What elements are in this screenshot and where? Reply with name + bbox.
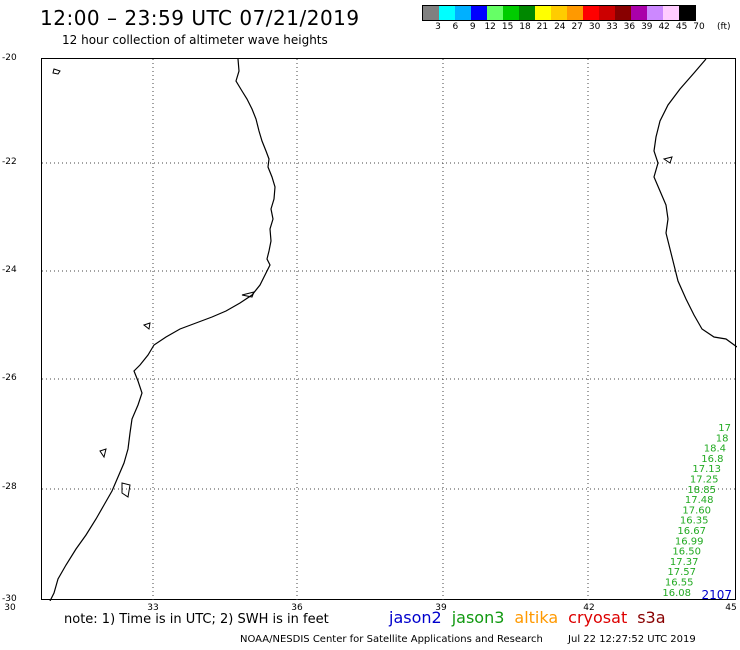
lat-label: -28 (2, 482, 17, 492)
wave-height-value: 17.25 (690, 475, 719, 486)
wave-height-value: 18.4 (704, 444, 726, 455)
lon-label: 36 (291, 603, 303, 613)
lon-label: 33 (147, 603, 159, 613)
generated-timestamp: Jul 22 12:27:52 UTC 2019 (568, 634, 696, 645)
colorbar-tick-label: 36 (623, 22, 636, 32)
colorbar-tick-label: 3 (435, 22, 441, 32)
colorbar-tick-label: 15 (501, 22, 514, 32)
colorbar-swatch (631, 6, 647, 20)
lon-label: 39 (435, 603, 447, 613)
colorbar-tick-label: 27 (571, 22, 583, 32)
colorbar-unit: (ft) (717, 22, 731, 32)
map-canvas: 171818.416.817.1317.2518.8517.4817.6016.… (42, 59, 737, 601)
colorbar-swatch (487, 6, 503, 20)
coastline-detail (662, 156, 673, 164)
lat-label: -22 (2, 157, 17, 167)
colorbar-swatch (551, 6, 567, 20)
wave-height-value: 16.50 (672, 547, 701, 558)
credit-line: NOAA/NESDIS Center for Satellite Applica… (240, 634, 718, 645)
island-small (99, 448, 107, 459)
wave-height-value: 18 (716, 433, 729, 444)
island-small (241, 291, 255, 298)
wave-height-value: 17.13 (692, 464, 721, 475)
pass-time-label: 2107 (701, 588, 732, 601)
coastline-madagascar (653, 59, 737, 348)
colorbar-swatch (503, 6, 519, 20)
map-frame: 17 18 18.4 16.8 17.13 17.25 18.85 17.48 17.60 16.… (41, 58, 737, 601)
wave-height-value: 17 (718, 423, 731, 434)
colorbar-swatch (439, 6, 455, 20)
wave-height-value: 16.55 (665, 578, 694, 589)
satellite-cryosat: cryosat (568, 608, 628, 627)
satellite-jason2: jason2 (389, 608, 442, 627)
colorbar-tick-label: 6 (452, 22, 459, 32)
lat-label: -26 (2, 373, 17, 383)
colorbar-swatch (647, 6, 663, 20)
wave-height-value: 16.8 (701, 454, 723, 465)
colorbar-swatch (663, 6, 679, 20)
colorbar-tick-label: 45 (675, 22, 688, 32)
colorbar-tick-label: 33 (606, 22, 618, 32)
colorbar-swatch (535, 6, 551, 20)
colorbar-tick-label: 30 (588, 22, 601, 32)
island-small (142, 322, 151, 330)
island-small (121, 482, 131, 498)
colorbar-swatch (519, 6, 535, 20)
colorbar-tick-label: 21 (536, 22, 549, 32)
footnote: note: 1) Time is in UTC; 2) SWH is in fe… (64, 612, 329, 627)
credit-text: NOAA/NESDIS Center for Satellite Applica… (240, 634, 543, 645)
colorbar-tick-label: 42 (658, 22, 670, 32)
colorbar-swatch (615, 6, 631, 20)
colorbar-tick-label: 9 (469, 22, 476, 32)
colorbar-swatch (423, 6, 439, 20)
wave-height-value: 16.35 (680, 516, 709, 527)
graticule (42, 59, 737, 601)
wave-height-value: 17.37 (670, 557, 699, 568)
map-title: 12:00 – 23:59 UTC 07/21/2019 (40, 6, 360, 30)
colorbar-legend (422, 5, 696, 21)
wave-height-labels: 171818.416.817.1317.2518.8517.4817.6016.… (662, 423, 732, 601)
wave-height-value: 16.99 (675, 536, 704, 547)
wave-height-value: 16.67 (677, 526, 706, 537)
colorbar-swatch (567, 6, 583, 20)
colorbar-tick-label: 18 (519, 22, 531, 32)
map-subtitle: 12 hour collection of altimeter wave hei… (62, 33, 328, 47)
colorbar-swatch (455, 6, 471, 20)
lat-label: -20 (2, 53, 17, 63)
satellite-jason3: jason3 (451, 608, 505, 627)
lon-label: 45 (725, 603, 737, 613)
wave-height-value: 18.85 (687, 485, 716, 496)
colorbar-swatch (679, 6, 695, 20)
colorbar-swatch (599, 6, 615, 20)
colorbar-labels: 3 6 9 12 15 18 21 24 27 30 33 36 39 42 45 70 (422, 22, 740, 34)
lon-label: 30 (4, 603, 16, 613)
lat-label: -30 (2, 594, 17, 604)
island-small (52, 68, 61, 75)
colorbar-tick-label: 24 (554, 22, 566, 32)
lat-label: -24 (2, 265, 17, 275)
colorbar-swatch (471, 6, 487, 20)
wave-height-value: 17.57 (667, 567, 696, 578)
wave-height-value: 17.48 (685, 495, 714, 506)
coastline-africa (49, 59, 276, 601)
colorbar-tick-label: 70 (693, 22, 705, 32)
satellite-legend: jason2 jason3 altika cryosat s3a (389, 608, 676, 627)
satellite-s3a: s3a (637, 608, 666, 627)
lon-label: 42 (583, 603, 595, 613)
wave-height-value: 16.08 (662, 588, 691, 599)
satellite-altika: altika (514, 608, 559, 627)
colorbar-tick-label: 12 (484, 22, 496, 32)
colorbar-swatch (583, 6, 599, 20)
wave-height-value: 17.60 (682, 505, 711, 516)
colorbar-tick-label: 39 (641, 22, 653, 32)
